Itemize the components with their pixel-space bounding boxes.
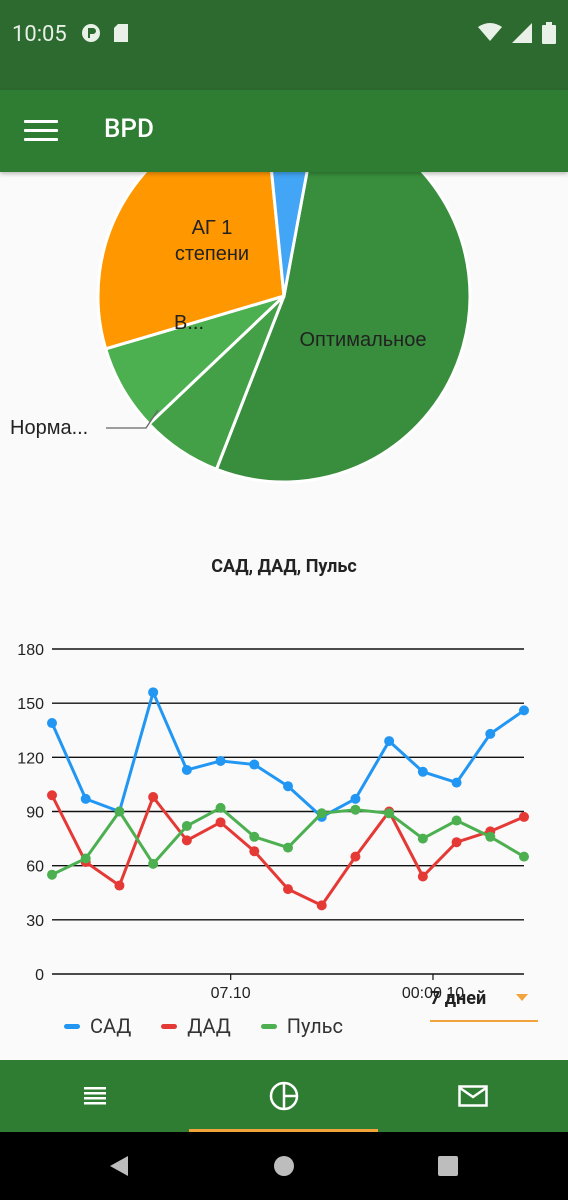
- dropdown-arrow-icon: [516, 994, 528, 1001]
- mail-icon: [457, 1085, 488, 1107]
- chart-legend: САД ДАД Пульс: [64, 1014, 343, 1038]
- data-point: [417, 833, 428, 844]
- data-point: [47, 718, 57, 729]
- cell-signal-icon: [512, 23, 532, 43]
- system-navigation-bar: [0, 1132, 568, 1200]
- data-point: [215, 755, 226, 766]
- home-icon[interactable]: [273, 1154, 295, 1178]
- pie-slice-0[interactable]: [214, 172, 472, 484]
- data-point: [519, 851, 529, 862]
- data-point: [350, 851, 361, 862]
- period-select-value: 7 дней: [430, 988, 487, 1009]
- pie-label-high-normal: В...: [174, 312, 204, 334]
- nav-selected-indicator: [189, 1129, 378, 1132]
- nav-tab-list[interactable]: [0, 1060, 189, 1132]
- y-tick-label: 120: [17, 750, 44, 767]
- data-point: [451, 815, 462, 826]
- wifi-icon: [478, 23, 502, 41]
- y-tick-label: 30: [26, 913, 44, 930]
- back-icon[interactable]: [108, 1154, 130, 1178]
- data-point: [350, 804, 361, 815]
- series-line-0: [50, 690, 525, 819]
- data-point: [181, 835, 192, 846]
- data-point: [249, 846, 260, 857]
- data-point: [181, 764, 192, 775]
- y-tick-label: 150: [17, 696, 44, 713]
- sd-card-icon: [114, 24, 128, 42]
- status-time: 10:05: [12, 22, 67, 47]
- y-tick-label: 180: [17, 642, 44, 659]
- data-point: [485, 831, 496, 842]
- data-point: [47, 790, 57, 801]
- data-point: [384, 736, 395, 747]
- period-select[interactable]: 7 дней: [430, 984, 538, 1022]
- pie-slice-3[interactable]: [96, 172, 286, 351]
- data-point: [148, 687, 159, 698]
- data-point: [519, 811, 529, 822]
- legend-item-sad: САД: [64, 1014, 131, 1038]
- data-point: [350, 793, 361, 804]
- data-point: [316, 808, 327, 819]
- legend-swatch-pulse: [260, 1023, 277, 1029]
- data-point: [249, 831, 260, 842]
- legend-label-sad: САД: [90, 1014, 132, 1038]
- data-point: [80, 853, 91, 864]
- data-point: [384, 808, 395, 819]
- app-title: BPD: [104, 114, 154, 144]
- data-point: [417, 766, 428, 777]
- recents-icon[interactable]: [437, 1154, 459, 1178]
- pie-label-optimal: Оптимальное: [300, 329, 427, 351]
- nav-tab-mail[interactable]: [378, 1060, 567, 1132]
- pie-label-normal: Норма...: [10, 417, 88, 439]
- app-bar: BPD: [0, 90, 568, 172]
- pie-label-ag1: АГ 1 степени: [175, 217, 249, 265]
- data-point: [148, 858, 159, 869]
- data-point: [114, 880, 125, 891]
- data-point: [148, 792, 159, 803]
- pie-chart-icon: [269, 1081, 298, 1111]
- line-chart-title: САД, ДАД, Пульс: [211, 556, 357, 577]
- data-point: [316, 900, 327, 911]
- data-point: [451, 837, 462, 848]
- y-tick-label: 0: [35, 967, 44, 984]
- data-point: [215, 802, 226, 813]
- x-tick-label: 00:00 10: [402, 985, 464, 1002]
- pie-chart: Оптимальное АГ 1 степени В... Норма...: [10, 172, 472, 484]
- data-point: [283, 842, 293, 853]
- data-point: [451, 777, 462, 788]
- data-point: [283, 781, 293, 792]
- data-point: [114, 806, 125, 817]
- data-point: [417, 871, 428, 882]
- pie-slice-4[interactable]: [266, 172, 318, 297]
- data-point: [80, 793, 91, 804]
- x-tick-label: 07.10: [211, 985, 251, 1002]
- bottom-navigation: [0, 1060, 568, 1132]
- data-point: [215, 817, 226, 828]
- line-chart: 0 30 60 90 120 150 180 07.10 00:00 10: [17, 642, 529, 1002]
- status-notification-icons: [80, 22, 130, 44]
- data-point: [181, 820, 192, 831]
- data-point: [249, 759, 260, 770]
- data-point: [283, 884, 293, 895]
- legend-item-dad: ДАД: [161, 1014, 231, 1038]
- data-point: [47, 869, 57, 880]
- legend-label-pulse: Пульс: [286, 1014, 343, 1038]
- list-icon: [83, 1087, 106, 1105]
- status-bar: 10:05: [0, 0, 568, 90]
- legend-item-pulse: Пульс: [260, 1014, 343, 1038]
- hamburger-menu-icon[interactable]: [24, 116, 58, 146]
- data-point: [519, 705, 529, 716]
- statistics-content: Оптимальное АГ 1 степени В... Норма... САД, …: [0, 172, 568, 1060]
- notification-app-icon: [82, 24, 100, 42]
- pie-leader-line: [106, 409, 159, 429]
- battery-icon: [542, 22, 556, 44]
- nav-tab-statistics[interactable]: [189, 1060, 378, 1132]
- y-tick-label: 60: [26, 859, 44, 876]
- legend-swatch-dad: [161, 1023, 178, 1029]
- data-point: [485, 728, 496, 739]
- legend-swatch-sad: [64, 1023, 80, 1029]
- legend-label-dad: ДАД: [187, 1014, 231, 1038]
- status-system-icons: [478, 22, 556, 44]
- y-tick-label: 90: [26, 805, 44, 822]
